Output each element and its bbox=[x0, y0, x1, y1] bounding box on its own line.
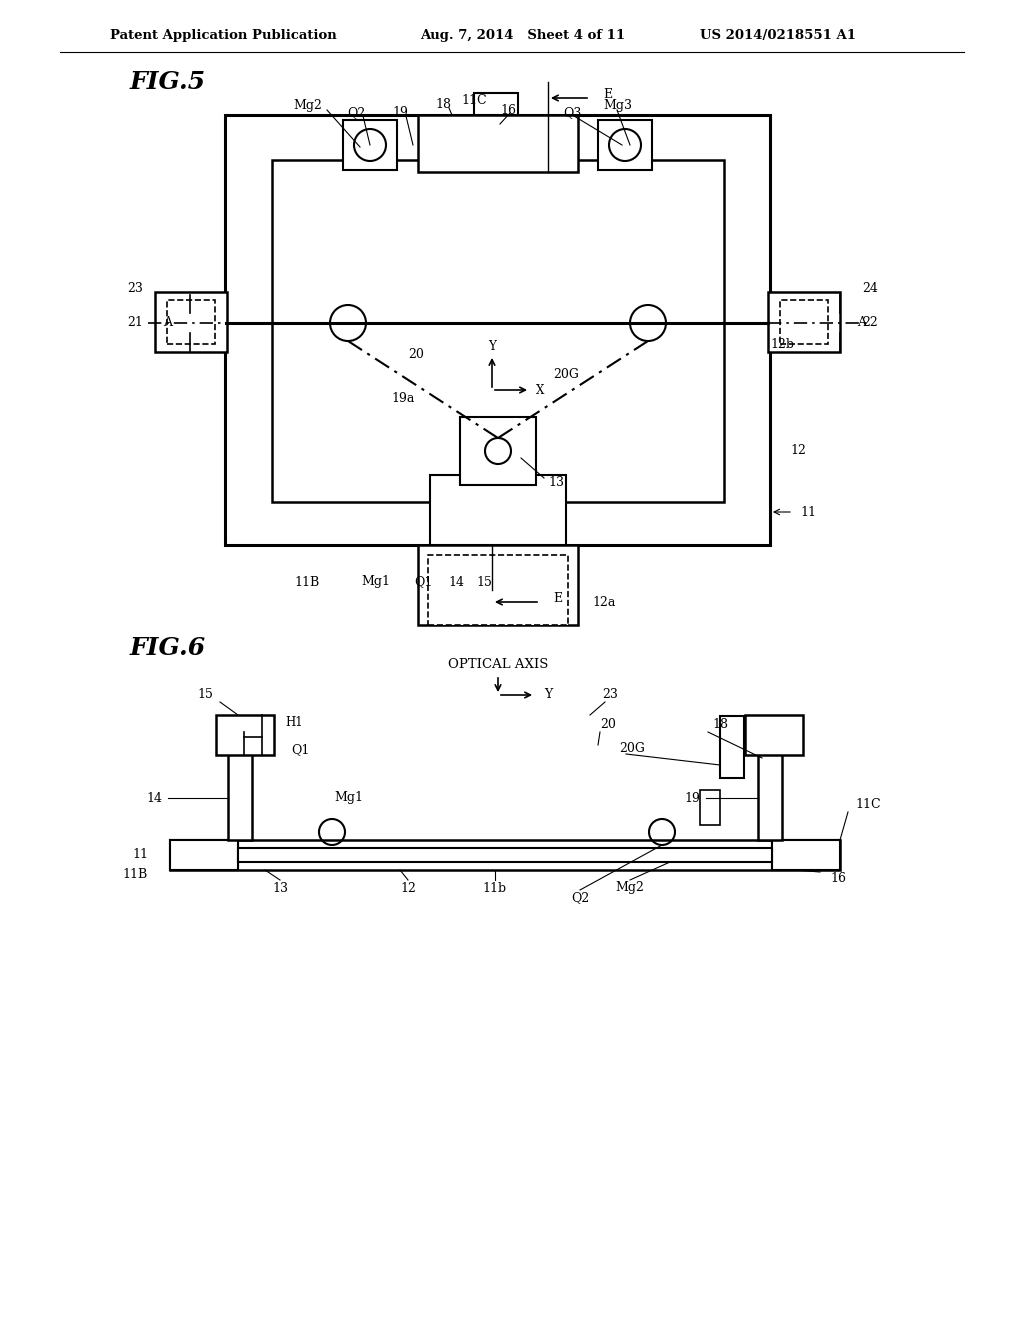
Text: 23: 23 bbox=[602, 689, 617, 701]
Bar bbox=[238, 847, 772, 862]
Text: 14: 14 bbox=[146, 792, 162, 804]
Text: A: A bbox=[164, 317, 172, 330]
Text: 12: 12 bbox=[790, 444, 806, 457]
Bar bbox=[418, 115, 578, 172]
Bar bbox=[225, 115, 770, 545]
Bar bbox=[430, 475, 566, 545]
Text: 19: 19 bbox=[392, 107, 408, 120]
Text: 16: 16 bbox=[500, 103, 516, 116]
Text: 19: 19 bbox=[684, 792, 700, 804]
Text: 16: 16 bbox=[830, 871, 846, 884]
Text: 20: 20 bbox=[600, 718, 616, 731]
Bar bbox=[460, 417, 536, 484]
Bar bbox=[343, 120, 397, 170]
Bar bbox=[216, 715, 274, 755]
Text: 19a: 19a bbox=[391, 392, 415, 404]
Text: OPTICAL AXIS: OPTICAL AXIS bbox=[447, 659, 548, 672]
Text: X: X bbox=[536, 384, 544, 396]
Text: 20: 20 bbox=[408, 348, 424, 362]
Text: 11b: 11b bbox=[483, 882, 507, 895]
Text: Mg1: Mg1 bbox=[335, 792, 364, 804]
Text: 11C: 11C bbox=[461, 94, 486, 107]
Text: Aug. 7, 2014   Sheet 4 of 11: Aug. 7, 2014 Sheet 4 of 11 bbox=[420, 29, 625, 41]
Bar bbox=[772, 840, 840, 870]
Text: A: A bbox=[857, 317, 866, 330]
Bar bbox=[272, 160, 724, 502]
Text: US 2014/0218551 A1: US 2014/0218551 A1 bbox=[700, 29, 856, 41]
Bar bbox=[780, 300, 828, 345]
Text: 11B: 11B bbox=[294, 576, 319, 589]
Text: 14: 14 bbox=[449, 576, 464, 589]
Text: 20G: 20G bbox=[553, 368, 579, 381]
Text: Q2: Q2 bbox=[347, 107, 366, 120]
Bar bbox=[418, 545, 578, 624]
Bar bbox=[167, 300, 215, 345]
Text: FIG.6: FIG.6 bbox=[130, 636, 206, 660]
Text: Patent Application Publication: Patent Application Publication bbox=[110, 29, 337, 41]
Text: Y: Y bbox=[544, 689, 552, 701]
Text: 18: 18 bbox=[712, 718, 728, 731]
Bar bbox=[474, 92, 518, 115]
Text: 22: 22 bbox=[862, 317, 878, 330]
Text: 11B: 11B bbox=[123, 869, 148, 882]
Text: E: E bbox=[553, 593, 562, 606]
Text: 21: 21 bbox=[127, 317, 143, 330]
Text: 18: 18 bbox=[435, 99, 451, 111]
Text: 15: 15 bbox=[476, 576, 492, 589]
Text: Y: Y bbox=[488, 341, 496, 354]
Bar bbox=[155, 292, 227, 352]
Bar bbox=[170, 840, 238, 870]
Text: E: E bbox=[603, 88, 612, 102]
Text: 13: 13 bbox=[548, 475, 564, 488]
Text: 13: 13 bbox=[272, 882, 288, 895]
Text: 12: 12 bbox=[400, 882, 416, 895]
Text: Mg3: Mg3 bbox=[603, 99, 633, 111]
Bar bbox=[758, 733, 782, 840]
Text: 11: 11 bbox=[800, 506, 816, 519]
Bar bbox=[170, 840, 840, 870]
Text: 12b: 12b bbox=[770, 338, 794, 351]
Text: 23: 23 bbox=[127, 281, 143, 294]
Bar bbox=[700, 789, 720, 825]
Text: 20G: 20G bbox=[620, 742, 645, 755]
Bar bbox=[745, 715, 803, 755]
Text: Q1: Q1 bbox=[291, 743, 309, 756]
Text: Q2: Q2 bbox=[570, 891, 589, 904]
Bar bbox=[720, 715, 744, 777]
Text: Mg1: Mg1 bbox=[361, 576, 390, 589]
Text: Mg2: Mg2 bbox=[615, 882, 644, 895]
Text: 24: 24 bbox=[862, 281, 878, 294]
Text: 11C: 11C bbox=[855, 799, 881, 812]
Text: 15: 15 bbox=[197, 689, 213, 701]
Text: FIG.5: FIG.5 bbox=[130, 70, 206, 94]
Bar bbox=[772, 840, 840, 870]
Bar bbox=[768, 292, 840, 352]
Text: H1: H1 bbox=[286, 715, 303, 729]
Bar bbox=[428, 554, 568, 624]
Bar bbox=[598, 120, 652, 170]
Bar bbox=[170, 840, 238, 870]
Text: Mg2: Mg2 bbox=[294, 99, 323, 111]
Text: 11: 11 bbox=[132, 849, 148, 862]
Text: Q1: Q1 bbox=[414, 576, 432, 589]
Text: Q3: Q3 bbox=[563, 107, 582, 120]
Text: 12a: 12a bbox=[592, 595, 615, 609]
Bar bbox=[228, 733, 252, 840]
